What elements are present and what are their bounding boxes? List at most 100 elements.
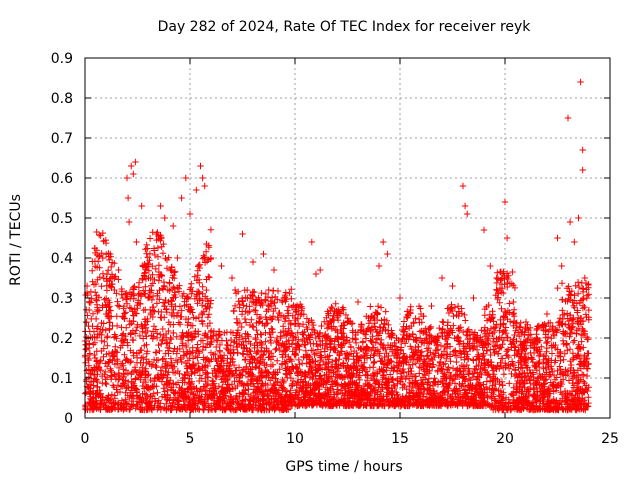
data-point — [286, 290, 293, 297]
data-point — [342, 311, 350, 319]
data-point — [235, 364, 243, 371]
data-point — [285, 303, 292, 310]
data-point — [126, 304, 133, 311]
data-point — [295, 356, 302, 364]
data-point — [496, 327, 503, 334]
data-point — [188, 280, 195, 287]
data-point — [566, 324, 573, 332]
data-point — [82, 346, 89, 353]
data-point — [155, 277, 162, 284]
data-point — [158, 363, 166, 371]
data-point — [103, 380, 110, 388]
data-point — [494, 269, 501, 276]
data-point — [554, 284, 561, 292]
data-point — [215, 383, 223, 390]
data-point — [122, 309, 129, 316]
data-point — [98, 283, 105, 290]
data-point — [105, 267, 112, 274]
data-point — [113, 313, 120, 320]
data-point — [322, 340, 329, 347]
data-point — [166, 279, 173, 286]
data-point — [253, 326, 260, 334]
data-point — [306, 374, 314, 381]
data-point — [444, 322, 451, 329]
data-point — [135, 279, 143, 286]
data-point — [203, 286, 210, 294]
data-point — [336, 352, 343, 359]
data-point — [505, 365, 513, 372]
data-point — [82, 359, 89, 366]
data-point — [170, 306, 177, 314]
data-point — [87, 288, 95, 295]
data-point — [571, 337, 578, 344]
data-point — [122, 367, 130, 374]
data-point — [374, 303, 382, 310]
data-point — [303, 315, 311, 322]
data-point — [436, 359, 444, 367]
data-point — [263, 345, 270, 352]
data-point — [511, 331, 518, 339]
data-point — [218, 376, 225, 383]
data-point — [416, 370, 423, 377]
data-point — [231, 286, 239, 294]
data-point — [170, 348, 177, 355]
data-point — [193, 292, 200, 300]
data-point — [400, 369, 408, 376]
data-point — [575, 283, 583, 291]
data-point — [307, 359, 314, 367]
data-point — [122, 396, 129, 403]
data-point — [460, 328, 467, 336]
data-point — [528, 355, 535, 362]
data-point — [425, 375, 433, 382]
data-point — [547, 319, 554, 326]
data-point — [90, 341, 97, 348]
data-point — [280, 313, 288, 320]
data-point — [291, 320, 298, 328]
data-point — [163, 400, 170, 407]
data-point — [370, 364, 377, 371]
data-point — [328, 303, 335, 311]
data-point — [108, 263, 115, 271]
data-point — [267, 339, 275, 347]
data-point — [351, 359, 358, 367]
data-point — [145, 293, 152, 301]
data-point — [334, 368, 341, 375]
data-point — [408, 367, 415, 375]
data-point — [152, 265, 159, 273]
data-point — [127, 347, 134, 354]
data-point — [267, 377, 274, 384]
data-point — [582, 311, 590, 318]
data-point — [104, 342, 111, 349]
data-point — [118, 324, 125, 331]
data-point — [378, 317, 385, 324]
data-point — [272, 346, 279, 353]
data-point — [243, 303, 250, 310]
data-point — [398, 338, 405, 346]
data-point — [142, 283, 149, 290]
data-point — [246, 370, 253, 378]
data-point — [574, 345, 581, 352]
data-point — [500, 371, 508, 378]
data-point — [400, 331, 407, 339]
data-point — [367, 303, 374, 310]
data-point — [506, 380, 513, 387]
data-point — [127, 305, 135, 312]
data-point — [207, 226, 215, 233]
data-point — [418, 348, 425, 355]
data-point — [560, 356, 567, 363]
data-point — [487, 325, 495, 332]
data-point — [267, 337, 274, 344]
data-point — [154, 389, 161, 396]
data-point — [268, 325, 275, 332]
data-point — [559, 296, 566, 303]
data-point — [508, 370, 515, 378]
data-point — [318, 322, 325, 330]
data-point — [566, 346, 574, 353]
data-point — [150, 303, 157, 311]
data-point — [147, 376, 154, 384]
data-point — [155, 262, 163, 269]
data-point — [462, 317, 469, 324]
data-point — [553, 327, 560, 334]
data-point — [176, 370, 183, 377]
